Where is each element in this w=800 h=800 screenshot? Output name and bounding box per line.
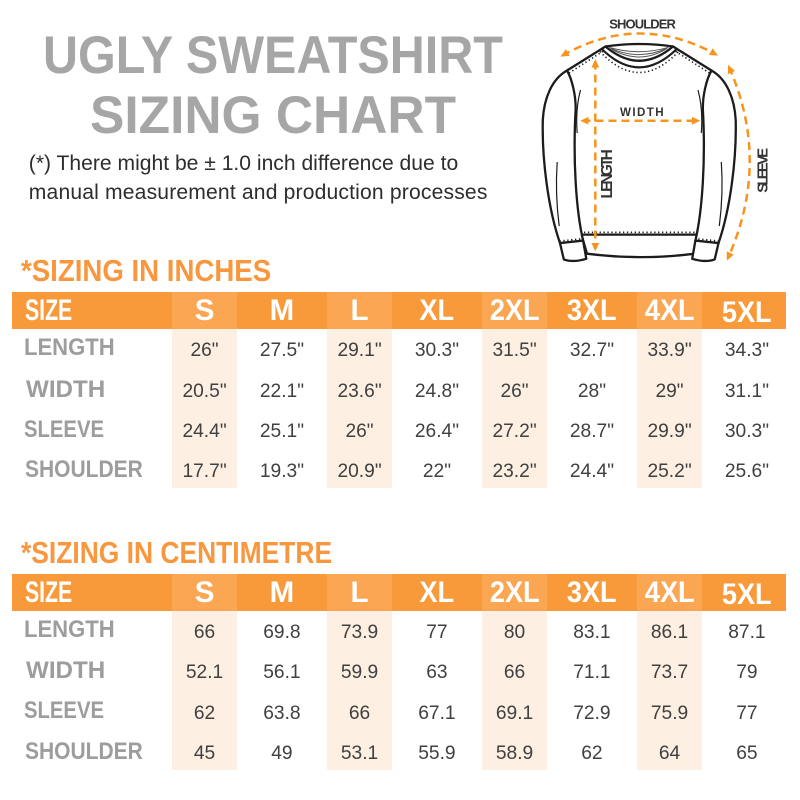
svg-text:SLEEVE: SLEEVE (755, 148, 772, 193)
svg-text:LENGTH: LENGTH (599, 149, 616, 198)
svg-text:SHOULDER: SHOULDER (609, 16, 676, 31)
svg-text:WIDTH: WIDTH (620, 106, 664, 119)
